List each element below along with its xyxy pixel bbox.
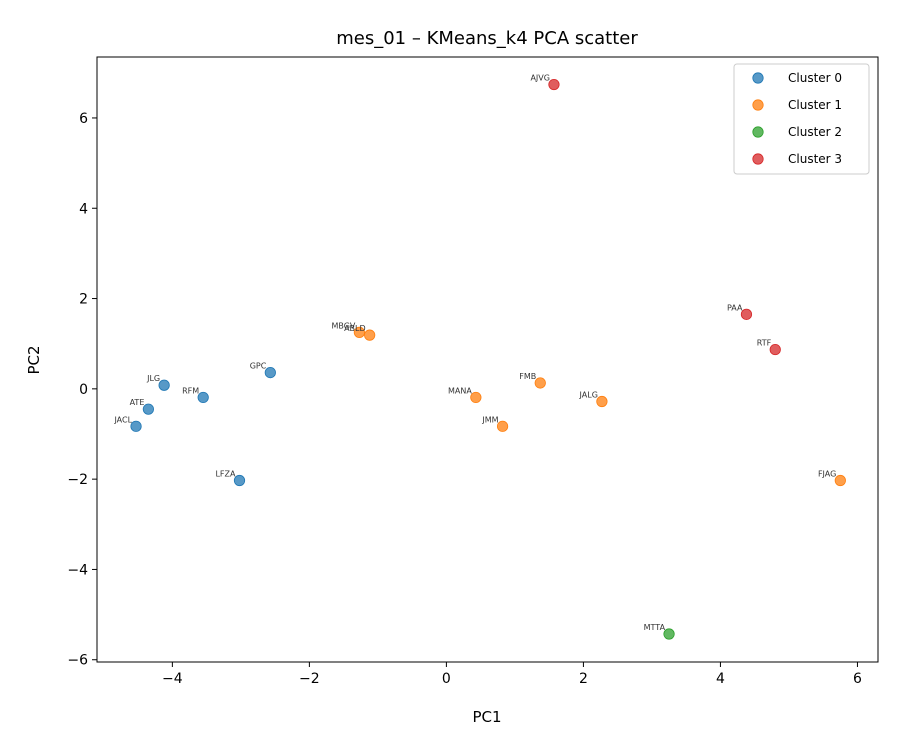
x-tick-label: −2 <box>299 671 320 687</box>
point-label: ABLD <box>344 324 366 333</box>
data-point <box>548 78 560 91</box>
x-tick-label: −4 <box>162 671 183 687</box>
y-tick-label: −6 <box>67 653 88 669</box>
legend-marker <box>752 153 764 165</box>
x-tick-label: 4 <box>716 671 725 687</box>
axis-ticks: −4 −2 0 2 4 6 −6 −4 −2 0 2 4 6 <box>67 111 862 687</box>
point-label: FMB <box>519 372 536 381</box>
y-tick-label: −4 <box>67 562 88 578</box>
data-point <box>769 343 781 356</box>
y-tick-label: −2 <box>67 472 88 488</box>
legend-label: Cluster 3 <box>788 152 842 166</box>
legend-marker <box>752 126 764 138</box>
data-point <box>142 403 154 415</box>
point-label: JMM <box>481 415 498 424</box>
x-tick-label: 2 <box>579 671 588 687</box>
plot-frame <box>96 56 879 663</box>
data-point <box>364 329 376 341</box>
y-tick-label: 4 <box>79 201 88 217</box>
y-tick-label: 6 <box>79 111 88 127</box>
point-label: JALG <box>579 390 598 399</box>
data-point <box>130 420 142 432</box>
point-label: MBGV <box>331 321 355 330</box>
legend-label: Cluster 2 <box>788 125 842 139</box>
data-point <box>596 395 608 408</box>
point-label: RTF <box>757 339 772 348</box>
legend: Cluster 0 Cluster 1 Cluster 2 Cluster 3 <box>733 63 870 175</box>
point-label: JLG <box>146 374 160 383</box>
point-label: LFZA <box>215 470 236 479</box>
data-point <box>158 379 170 391</box>
legend-marker <box>752 72 764 84</box>
legend-marker <box>752 99 764 111</box>
point-label: GPC <box>250 362 267 371</box>
point-label: FJAG <box>818 470 836 479</box>
point-label: ATE <box>130 398 145 407</box>
data-point <box>740 308 753 320</box>
point-label: RFM <box>182 386 199 395</box>
data-point <box>534 377 546 389</box>
chart-title: mes_01 – KMeans_k4 PCA scatter <box>336 28 638 49</box>
x-tick-label: 0 <box>442 671 451 687</box>
x-axis-label: PC1 <box>472 708 501 726</box>
point-label: MANA <box>448 386 472 395</box>
data-point <box>353 326 365 339</box>
point-label: MTTA <box>644 623 666 632</box>
point-label: AJVG <box>530 74 550 83</box>
data-point <box>197 391 209 404</box>
point-label: PAA <box>727 303 743 312</box>
data-point <box>264 366 276 379</box>
x-tick-label: 6 <box>853 671 862 687</box>
data-point <box>496 420 509 432</box>
data-point <box>470 391 482 404</box>
y-axis-label: PC2 <box>25 345 43 374</box>
point-label: JACL <box>113 415 132 424</box>
legend-label: Cluster 0 <box>788 71 842 85</box>
legend-box <box>733 63 870 175</box>
data-point <box>834 474 846 487</box>
legend-label: Cluster 1 <box>788 98 842 112</box>
data-point <box>663 628 675 640</box>
y-tick-label: 2 <box>79 292 88 308</box>
data-point <box>233 474 246 487</box>
y-tick-label: 0 <box>79 382 88 398</box>
